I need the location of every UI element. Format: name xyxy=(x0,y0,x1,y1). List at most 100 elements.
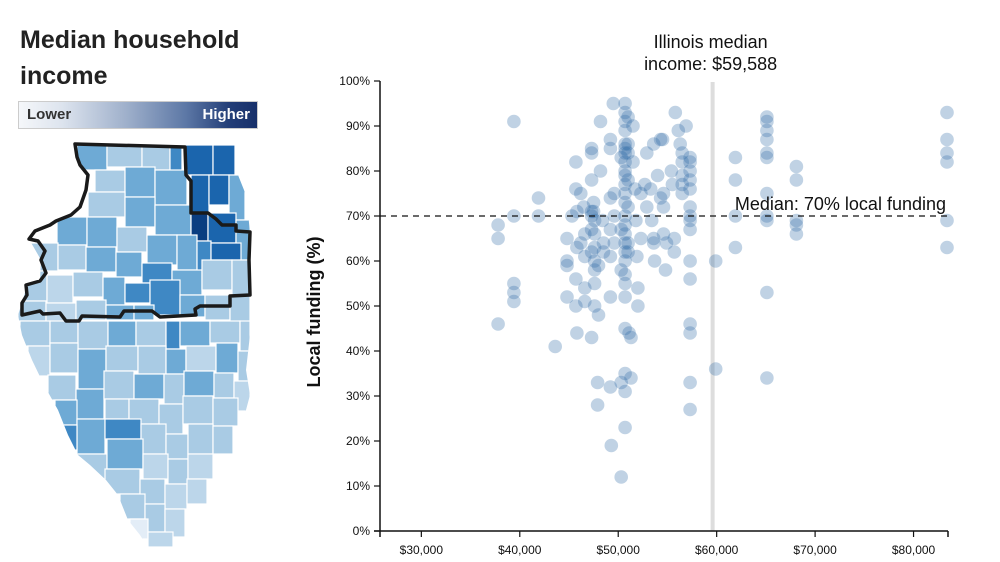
county-shape xyxy=(86,216,118,248)
data-point xyxy=(789,159,804,174)
data-point xyxy=(629,213,643,228)
data-point xyxy=(940,240,954,255)
county-shape xyxy=(164,508,186,538)
y-tick-label: 60% xyxy=(346,254,370,268)
legend-low-label: Lower xyxy=(27,106,72,123)
data-point xyxy=(590,398,605,412)
county-shape xyxy=(49,342,79,374)
county-shape xyxy=(183,370,215,397)
data-point xyxy=(760,146,774,160)
data-point xyxy=(665,177,680,192)
data-point xyxy=(683,272,697,286)
data-point xyxy=(614,150,628,165)
county-shape xyxy=(187,453,214,480)
data-point xyxy=(614,470,628,484)
county-shape xyxy=(158,403,184,435)
data-point xyxy=(603,141,618,156)
county-shape xyxy=(212,397,239,427)
data-point xyxy=(618,366,632,381)
data-point xyxy=(560,290,574,304)
data-point xyxy=(659,236,674,250)
data-point xyxy=(591,308,606,322)
data-point xyxy=(574,186,588,201)
data-point xyxy=(667,231,682,246)
data-point xyxy=(618,384,632,399)
data-point xyxy=(587,240,602,255)
data-point xyxy=(614,222,628,237)
data-point xyxy=(675,155,689,169)
data-point xyxy=(675,186,689,201)
data-point xyxy=(595,213,610,228)
data-point xyxy=(591,258,606,273)
data-point xyxy=(593,164,608,178)
y-tick-label: 10% xyxy=(346,479,370,493)
data-point xyxy=(940,105,954,120)
data-point xyxy=(569,299,583,313)
data-point xyxy=(618,420,632,435)
data-point xyxy=(683,200,697,214)
data-point xyxy=(586,204,601,219)
data-point xyxy=(618,236,632,250)
data-point xyxy=(618,146,632,160)
data-point xyxy=(683,155,697,169)
county-shape xyxy=(186,478,208,505)
x-tick-label: $70,000 xyxy=(793,543,837,557)
data-point xyxy=(728,173,743,187)
data-point xyxy=(584,330,599,345)
county-shape xyxy=(142,453,169,480)
data-point xyxy=(628,182,642,196)
data-point xyxy=(621,146,635,160)
data-point xyxy=(586,195,601,210)
data-point xyxy=(574,236,588,250)
data-point xyxy=(646,231,661,246)
county-shape xyxy=(154,204,192,236)
data-point xyxy=(614,263,628,277)
data-point xyxy=(621,200,635,214)
data-point xyxy=(603,132,618,147)
data-point xyxy=(584,173,599,187)
data-point xyxy=(570,326,584,340)
data-point xyxy=(560,254,574,268)
county-shape xyxy=(87,191,126,218)
data-point xyxy=(621,137,635,151)
data-point xyxy=(671,123,686,138)
map-title: Median household income xyxy=(20,26,240,90)
x-tick-label: $40,000 xyxy=(498,543,542,557)
income-legend: Lower Higher xyxy=(18,101,258,129)
data-point xyxy=(587,263,602,277)
data-point xyxy=(569,155,583,169)
data-point xyxy=(683,150,697,165)
x-tick-label: $80,000 xyxy=(892,543,936,557)
data-point xyxy=(584,146,599,160)
data-point xyxy=(673,137,687,151)
data-point xyxy=(618,227,632,241)
data-point xyxy=(656,186,671,201)
data-point xyxy=(940,155,954,169)
county-shape xyxy=(107,320,137,347)
data-point xyxy=(548,339,562,354)
data-point xyxy=(507,276,521,291)
y-tick-label: 0% xyxy=(353,524,371,538)
data-point xyxy=(587,227,602,241)
data-point xyxy=(634,231,648,246)
county-shape xyxy=(147,531,174,548)
data-point xyxy=(658,263,673,277)
data-point xyxy=(644,213,659,228)
data-point xyxy=(569,272,583,286)
data-point xyxy=(675,177,689,192)
data-point xyxy=(606,96,621,111)
data-point xyxy=(638,177,652,192)
data-point xyxy=(621,173,635,187)
data-point xyxy=(618,137,632,151)
data-point xyxy=(760,132,774,147)
y-tick-label: 50% xyxy=(346,299,370,313)
data-point xyxy=(560,231,574,246)
data-point xyxy=(618,168,632,183)
data-point xyxy=(626,155,640,169)
y-tick-label: 40% xyxy=(346,344,370,358)
data-point xyxy=(618,186,632,201)
data-point xyxy=(760,371,774,385)
data-point xyxy=(578,249,592,264)
data-point xyxy=(675,146,689,160)
data-point xyxy=(618,276,632,291)
